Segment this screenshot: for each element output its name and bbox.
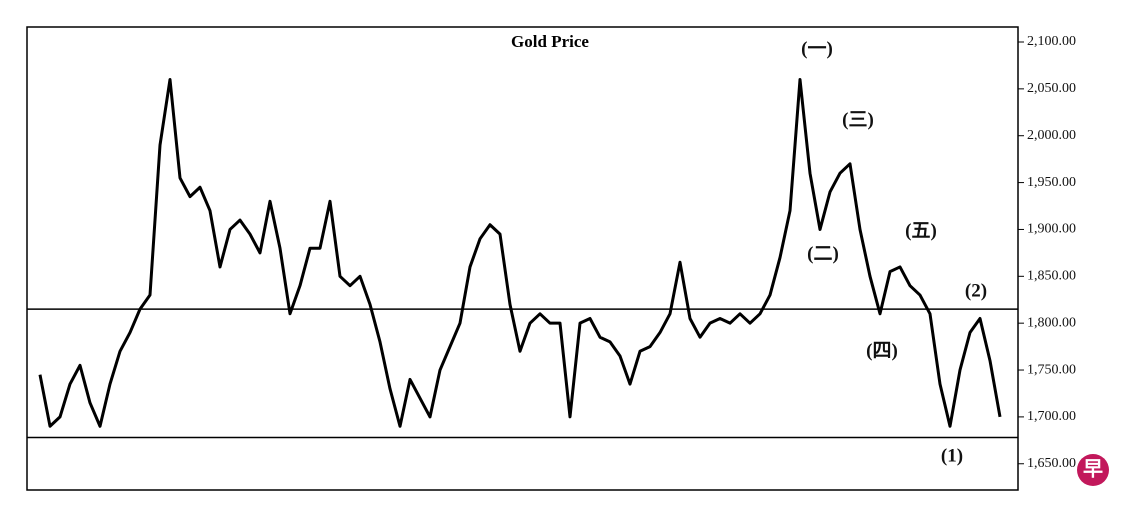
plot-frame <box>26 26 1019 491</box>
y-tick-label: 2,050.00 <box>1027 81 1076 96</box>
y-tick-label: 1,800.00 <box>1027 315 1076 330</box>
annotation: (2) <box>965 280 987 301</box>
y-tick-label: 2,100.00 <box>1027 34 1076 49</box>
chart-title: Gold Price <box>511 32 589 51</box>
y-tick-label: 2,000.00 <box>1027 128 1076 143</box>
annotation: (一) <box>801 38 833 59</box>
annotation: (1) <box>941 445 963 466</box>
annotation: (二) <box>807 243 839 264</box>
y-tick-label: 1,650.00 <box>1027 456 1076 471</box>
logo: 早 <box>1083 459 1103 481</box>
y-tick-label: 1,850.00 <box>1027 269 1076 284</box>
annotation: (五) <box>905 220 937 241</box>
annotation: (三) <box>842 109 874 130</box>
y-tick-label: 1,700.00 <box>1027 409 1076 424</box>
y-tick-label: 1,950.00 <box>1027 175 1076 190</box>
annotation: (四) <box>866 340 898 361</box>
logo-badge <box>1077 454 1109 486</box>
price-line <box>38 77 1002 428</box>
y-tick-label: 1,750.00 <box>1027 362 1076 377</box>
y-tick-label: 1,900.00 <box>1027 222 1076 237</box>
